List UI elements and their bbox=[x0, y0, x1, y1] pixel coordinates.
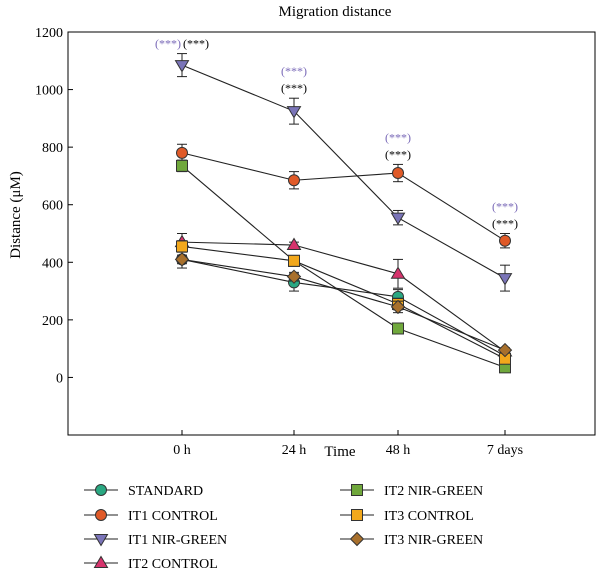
significance-annotation: (***) bbox=[385, 147, 411, 161]
y-tick-label: 600 bbox=[42, 199, 63, 214]
legend-label: IT3 NIR-GREEN bbox=[384, 533, 483, 548]
legend-item-standard: STANDARD bbox=[84, 484, 203, 499]
x-tick-label: 24 h bbox=[282, 443, 307, 458]
data-point-it1-control bbox=[176, 146, 188, 159]
legend: STANDARD IT1 CONTROL IT1 NIR-GREEN IT2 CONT… bbox=[84, 484, 483, 572]
legend-marker bbox=[95, 484, 107, 496]
annotation-layer: (***) (***)(***)(***)(***)(***)(***)(***) bbox=[155, 37, 518, 231]
series-line-it1-control bbox=[181, 152, 506, 242]
chart-title: Migration distance bbox=[279, 4, 392, 20]
plot-frame bbox=[67, 31, 596, 436]
y-tick-label: 800 bbox=[42, 141, 63, 156]
data-point-it1-nir-green bbox=[497, 273, 513, 286]
x-tick-label: 7 days bbox=[487, 443, 523, 458]
data-point-it3-nir-green bbox=[497, 342, 513, 358]
y-tick-label: 0 bbox=[56, 371, 63, 386]
series-layer bbox=[174, 53, 513, 374]
data-point-it3-nir-green bbox=[174, 252, 190, 267]
data-point-it1-nir-green bbox=[390, 212, 406, 226]
legend-label: STANDARD bbox=[128, 484, 203, 499]
data-point-it3-control bbox=[176, 240, 188, 253]
legend-label: IT1 CONTROL bbox=[128, 509, 218, 524]
legend-item-it1-control: IT1 CONTROL bbox=[84, 509, 218, 524]
legend-marker bbox=[93, 555, 109, 568]
legend-item-it2-nir-green: IT2 NIR-GREEN bbox=[340, 484, 483, 499]
data-point-it1-nir-green bbox=[286, 106, 302, 119]
significance-annotation: (***) bbox=[183, 37, 209, 51]
legend-marker bbox=[93, 534, 109, 547]
data-point-it3-nir-green bbox=[286, 269, 302, 284]
legend-marker bbox=[95, 509, 107, 521]
data-point-it2-control bbox=[286, 237, 302, 251]
legend-marker bbox=[349, 531, 365, 547]
series-line-standard bbox=[181, 258, 506, 357]
data-point-it1-nir-green bbox=[174, 60, 190, 73]
y-tick-label: 1200 bbox=[35, 26, 63, 41]
series-it3-nir-green bbox=[174, 252, 513, 358]
legend-item-it2-control: IT2 CONTROL bbox=[84, 555, 218, 572]
series-it1-control bbox=[176, 143, 511, 249]
legend-item-it3-control: IT3 CONTROL bbox=[340, 509, 474, 524]
legend-label: IT2 CONTROL bbox=[128, 557, 218, 572]
data-point-it1-control bbox=[288, 174, 300, 187]
significance-annotation: (***) bbox=[492, 200, 518, 214]
significance-annotation: (***) bbox=[281, 81, 307, 95]
data-point-it1-control bbox=[499, 234, 511, 247]
y-tick-label: 400 bbox=[42, 256, 63, 271]
data-point-it1-control bbox=[392, 167, 404, 180]
significance-annotation: (***) bbox=[155, 37, 181, 51]
significance-annotation: (***) bbox=[385, 130, 411, 144]
data-point-it2-control bbox=[390, 266, 406, 279]
legend-marker bbox=[351, 509, 363, 521]
series-line-it3-nir-green bbox=[181, 258, 506, 351]
series-it1-nir-green bbox=[174, 53, 513, 292]
data-point-it2-nir-green bbox=[176, 159, 188, 172]
significance-annotation: (***) bbox=[492, 217, 518, 231]
y-tick-label: 200 bbox=[42, 314, 63, 329]
axes: 0 200 400 600 800 1000 1200 0 h 24 h 48 h 7 days bbox=[35, 26, 596, 458]
legend-marker bbox=[351, 484, 363, 496]
x-tick-label: 48 h bbox=[386, 443, 411, 458]
x-axis-label: Time bbox=[324, 444, 355, 460]
legend-label: IT1 NIR-GREEN bbox=[128, 533, 227, 548]
series-line-it3-control bbox=[181, 245, 506, 360]
legend-item-it3-nir-green: IT3 NIR-GREEN bbox=[340, 531, 483, 548]
x-tick-label: 0 h bbox=[173, 443, 191, 458]
series-standard bbox=[176, 250, 511, 362]
legend-label: IT3 CONTROL bbox=[384, 509, 474, 524]
series-line-it2-nir-green bbox=[181, 165, 506, 368]
y-tick-label: 1000 bbox=[35, 84, 63, 99]
legend-label: IT2 NIR-GREEN bbox=[384, 484, 483, 499]
significance-annotation: (***) bbox=[281, 64, 307, 78]
y-axis-label: Distance (μM) bbox=[8, 171, 24, 259]
legend-item-it1-nir-green: IT1 NIR-GREEN bbox=[84, 533, 227, 548]
data-point-it2-nir-green bbox=[392, 322, 404, 335]
data-point-it3-nir-green bbox=[390, 299, 406, 315]
series-line-it1-nir-green bbox=[181, 64, 506, 279]
series-line-it2-control bbox=[181, 241, 506, 352]
data-point-it3-control bbox=[288, 254, 300, 267]
